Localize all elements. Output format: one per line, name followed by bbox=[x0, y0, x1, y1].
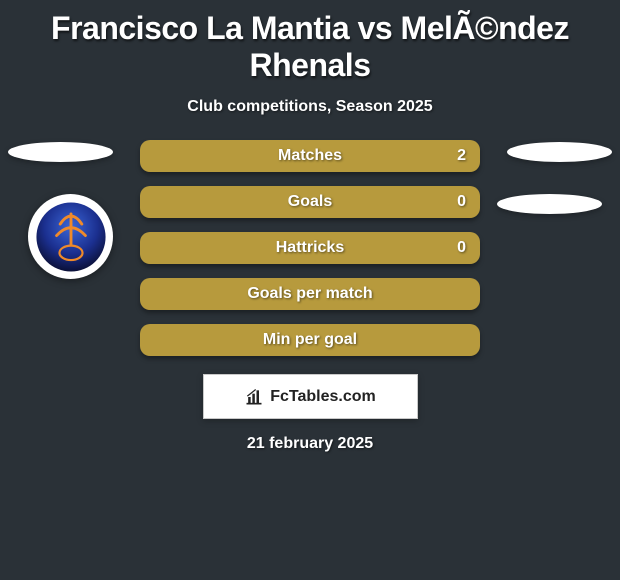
subtitle: Club competitions, Season 2025 bbox=[0, 90, 620, 134]
stat-label: Matches bbox=[278, 147, 342, 165]
player2-marker-2 bbox=[497, 194, 602, 214]
stat-bar-matches: Matches 2 bbox=[140, 140, 480, 172]
date-stamp: 21 february 2025 bbox=[0, 419, 620, 453]
stat-bar-hattricks: Hattricks 0 bbox=[140, 232, 480, 264]
player1-marker-1 bbox=[8, 142, 113, 162]
bar-chart-icon bbox=[244, 387, 264, 407]
source-badge-text: FcTables.com bbox=[270, 388, 376, 406]
stat-value: 0 bbox=[457, 193, 466, 211]
stat-value: 2 bbox=[457, 147, 466, 165]
source-badge: FcTables.com bbox=[203, 374, 418, 419]
stat-label: Min per goal bbox=[263, 331, 357, 349]
page-title: Francisco La Mantia vs MelÃ©ndez Rhenals bbox=[0, 0, 620, 90]
comparison-panel: Matches 2 Goals 0 Hattricks 0 Goals per … bbox=[0, 134, 620, 453]
crest-icon bbox=[35, 201, 107, 273]
stat-bar-goals-per-match: Goals per match bbox=[140, 278, 480, 310]
stat-label: Goals per match bbox=[247, 285, 372, 303]
player2-marker-1 bbox=[507, 142, 612, 162]
stat-bar-min-per-goal: Min per goal bbox=[140, 324, 480, 356]
stat-bar-goals: Goals 0 bbox=[140, 186, 480, 218]
stat-value: 0 bbox=[457, 239, 466, 257]
club-crest bbox=[28, 194, 113, 279]
stat-bars: Matches 2 Goals 0 Hattricks 0 Goals per … bbox=[140, 134, 480, 356]
stat-label: Hattricks bbox=[276, 239, 344, 257]
stat-label: Goals bbox=[288, 193, 332, 211]
